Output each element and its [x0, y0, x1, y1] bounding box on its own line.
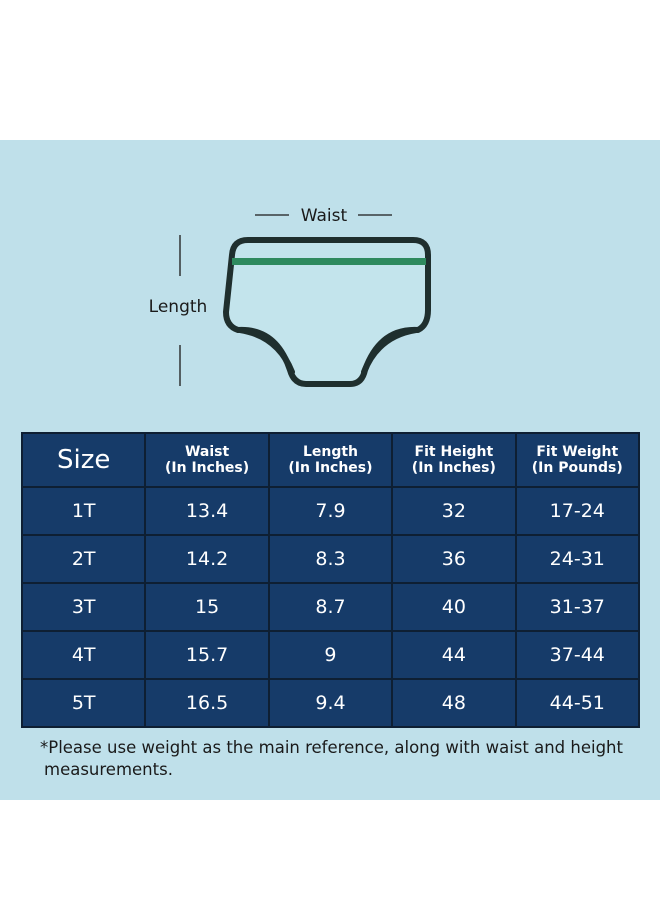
header-fit-weight: Fit Weight (In Pounds): [514, 432, 641, 488]
cell-fit-weight: 24-31: [514, 534, 641, 584]
table-row: 5T 16.5 9.4 48 44-51: [20, 678, 641, 728]
cell-waist: 14.2: [144, 534, 270, 584]
table-row: 2T 14.2 8.3 36 24-31: [20, 534, 641, 584]
size-table: Size Waist (In Inches) Length (In Inches…: [20, 432, 641, 728]
table-row: 1T 13.4 7.9 32 17-24: [20, 486, 641, 536]
header-size: Size: [20, 432, 147, 488]
cell-waist: 15: [144, 582, 270, 632]
header-length: Length (In Inches): [267, 432, 394, 488]
cell-fit-height: 48: [391, 678, 517, 728]
cell-fit-weight: 31-37: [514, 582, 641, 632]
underwear-outline: [223, 237, 431, 387]
cell-waist: 13.4: [144, 486, 270, 536]
sizing-note: *Please use weight as the main reference…: [40, 737, 640, 781]
sizing-note-line-2: measurements.: [44, 760, 173, 779]
table-row: 4T 15.7 9 44 37-44: [20, 630, 641, 680]
size-chart-panel: Waist Length Size Waist (In Inches) Leng: [0, 140, 660, 800]
waistband-stripe: [232, 258, 426, 265]
cell-fit-height: 40: [391, 582, 517, 632]
cell-fit-weight: 17-24: [514, 486, 641, 536]
right-leg-curve: [361, 327, 419, 375]
sizing-note-line-1: *Please use weight as the main reference…: [40, 738, 623, 757]
left-leg-curve: [237, 327, 295, 375]
cell-fit-height: 36: [391, 534, 517, 584]
underwear-diagram: Waist Length: [149, 206, 431, 387]
cell-size: 1T: [20, 486, 147, 536]
table-header-row: Size Waist (In Inches) Length (In Inches…: [20, 432, 641, 488]
cell-length: 7.9: [267, 486, 394, 536]
cell-fit-weight: 37-44: [514, 630, 641, 680]
cell-length: 8.7: [267, 582, 394, 632]
waist-label: Waist: [301, 206, 348, 226]
cell-size: 2T: [20, 534, 147, 584]
cell-size: 5T: [20, 678, 147, 728]
cell-length: 9.4: [267, 678, 394, 728]
cell-length: 8.3: [267, 534, 394, 584]
cell-fit-weight: 44-51: [514, 678, 641, 728]
header-fit-height: Fit Height (In Inches): [391, 432, 517, 488]
cell-length: 9: [267, 630, 394, 680]
cell-waist: 16.5: [144, 678, 270, 728]
cell-size: 4T: [20, 630, 147, 680]
cell-fit-height: 44: [391, 630, 517, 680]
table-row: 3T 15 8.7 40 31-37: [20, 582, 641, 632]
length-label: Length: [149, 297, 208, 317]
cell-size: 3T: [20, 582, 147, 632]
cell-fit-height: 32: [391, 486, 517, 536]
cell-waist: 15.7: [144, 630, 270, 680]
header-waist: Waist (In Inches): [144, 432, 270, 488]
